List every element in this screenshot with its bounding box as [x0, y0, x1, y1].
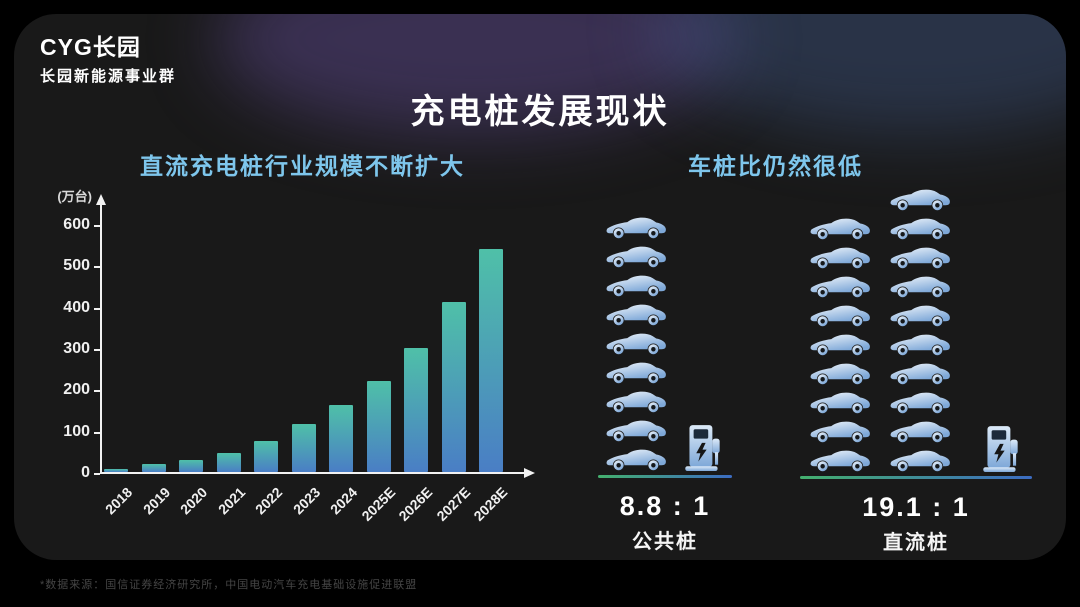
car-icon — [890, 334, 950, 356]
car-columns-0 — [604, 213, 726, 472]
x-axis-arrow-icon — [524, 468, 535, 478]
bar-2023 — [291, 424, 316, 472]
car-icon — [810, 421, 870, 443]
y-tick-label: 500 — [63, 257, 90, 275]
bar-2019 — [141, 463, 166, 472]
y-tick-label: 200 — [63, 381, 90, 399]
car-icon — [606, 217, 666, 239]
ratio-value: 8.8 : 1 — [619, 491, 711, 521]
y-tick-mark — [94, 390, 100, 393]
y-tick-label: 0 — [81, 464, 90, 481]
pictograph-group-public-piles: 8.8 : 1 公共桩 — [598, 213, 732, 554]
bar-2020 — [179, 460, 203, 472]
pictograph-group-dc-piles: 19.1 : 1 直流桩 — [800, 185, 1032, 555]
car-icon — [810, 276, 870, 298]
car-icon — [810, 247, 870, 269]
charging-pile-icon — [685, 425, 720, 471]
ratio-value: 19.1 : 1 — [862, 492, 970, 522]
car-icon — [890, 247, 950, 269]
car-column — [888, 185, 952, 473]
logo-brand-text: CYG长园 — [40, 34, 141, 60]
car-icon — [890, 450, 950, 472]
car-icon — [606, 449, 666, 471]
car-icon — [810, 392, 870, 414]
car-column — [808, 214, 872, 473]
y-tick-label: 400 — [63, 298, 90, 316]
company-logo: CYG长园 长园新能源事业群 — [40, 28, 176, 86]
car-icon — [810, 363, 870, 385]
group-underline — [598, 475, 732, 478]
y-tick-label: 600 — [63, 216, 90, 233]
bar-2028E — [479, 248, 503, 472]
charging-pile — [978, 423, 1024, 473]
car-icon — [890, 305, 950, 327]
pictograph-subtitle: 车桩比仍然很低 — [688, 153, 863, 179]
ratio-label: 直流桩 — [883, 532, 949, 554]
car-columns-1 — [808, 185, 1024, 473]
logo-division-text: 长园新能源事业群 — [40, 68, 177, 85]
x-axis-line — [100, 472, 526, 474]
car-icon — [890, 218, 950, 240]
charging-pile — [680, 422, 726, 472]
car-icon — [606, 304, 666, 326]
y-tick-mark — [94, 307, 100, 310]
car-icon — [606, 362, 666, 384]
car-icon — [606, 333, 666, 355]
car-icon — [606, 246, 666, 268]
chart-subtitle: 直流充电桩行业规模不断扩大 — [140, 153, 465, 179]
y-tick-label: 100 — [63, 422, 90, 440]
ratio-label: 公共桩 — [632, 531, 698, 553]
car-icon — [606, 391, 666, 413]
car-icon — [890, 421, 950, 443]
bar-2018 — [104, 468, 128, 472]
car-icon — [810, 218, 870, 240]
y-axis-unit-label: (万台) — [57, 189, 92, 204]
car-icon — [810, 334, 870, 356]
car-column — [604, 213, 668, 472]
bar-2021 — [216, 452, 241, 472]
car-icon — [890, 276, 950, 298]
car-icon — [810, 450, 870, 472]
bar-2027E — [441, 301, 466, 472]
group-underline — [800, 476, 1032, 479]
car-icon — [890, 363, 950, 385]
y-tick-mark — [94, 473, 100, 475]
car-icon — [606, 275, 666, 297]
y-axis-arrow-icon — [96, 194, 106, 205]
y-tick-mark — [94, 266, 100, 269]
bar-2024 — [329, 405, 353, 472]
bar-2026E — [404, 348, 428, 472]
car-icon — [810, 305, 870, 327]
car-icon — [606, 420, 666, 442]
slide-background: CYG长园 长园新能源事业群 充电桩发展现状 直流充电桩行业规模不断扩大 车桩比… — [14, 14, 1066, 560]
y-tick-mark — [94, 431, 100, 434]
bar-chart: (万台) 0 100 200 300 400 500 600 2018 2019 2020 2021… — [57, 189, 540, 524]
y-tick-mark — [94, 225, 100, 227]
y-axis-line — [100, 204, 102, 474]
bar-2022 — [254, 441, 278, 472]
y-tick-mark — [94, 349, 100, 351]
charging-pile-icon — [983, 426, 1018, 472]
page-title: 充电桩发展现状 — [410, 93, 670, 131]
data-source-footnote: *数据来源：国信证券经济研究所，中国电动汽车充电基础设施促进联盟 — [40, 579, 418, 591]
car-icon — [890, 189, 950, 211]
y-tick-label: 300 — [63, 340, 90, 357]
car-icon — [890, 392, 950, 414]
bar-2025E — [366, 381, 391, 472]
